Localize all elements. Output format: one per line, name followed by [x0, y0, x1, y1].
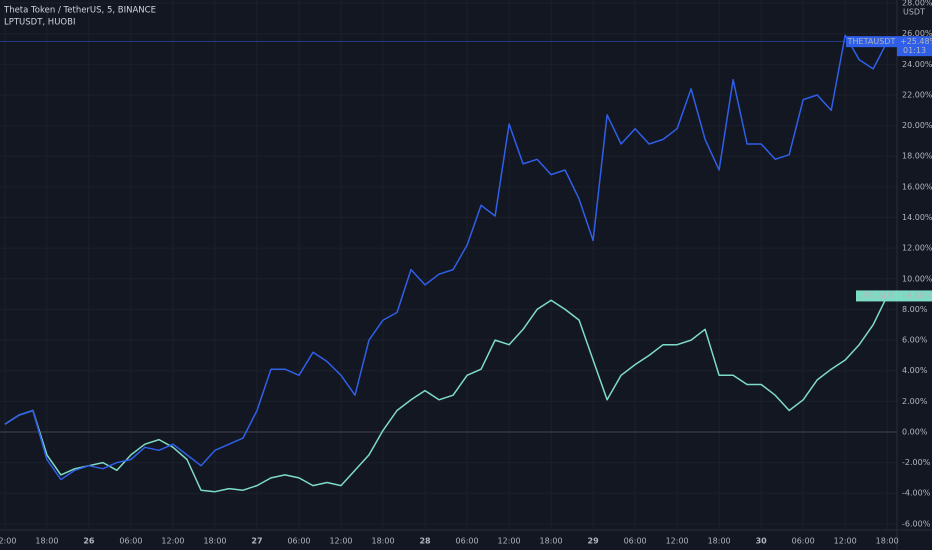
x-tick-label: 06:00: [456, 537, 479, 546]
y-tick-label: 0.00%: [902, 427, 928, 436]
y-tick-label: 18.00%: [902, 152, 932, 161]
series-line: [4, 34, 888, 481]
x-tick-label: 06:00: [119, 537, 142, 546]
y-tick-label: 4.00%: [902, 366, 928, 375]
x-tick-label: 12:00: [161, 537, 184, 546]
x-tick-label: 18:00: [203, 537, 226, 546]
y-tick-label: 24.00%: [902, 60, 932, 69]
x-tick-label: 30: [756, 537, 768, 546]
x-tick-label: 18:00: [35, 537, 58, 546]
y-tick-label: 20.00%: [902, 121, 932, 130]
x-tick-label: 06:00: [287, 537, 310, 546]
y-tick-label: 8.00%: [902, 305, 928, 314]
x-tick-label: 26: [83, 537, 95, 546]
series-tag-label: LPTUSDT: [858, 291, 894, 300]
x-tick-label: 12:00: [666, 537, 689, 546]
countdown-label: 01:13: [903, 46, 926, 55]
price-tag: [897, 36, 932, 57]
series-tag: [856, 290, 897, 302]
price-tag: [897, 290, 932, 302]
series-tag: [846, 36, 897, 48]
price-tag-label: +25.48%: [900, 37, 932, 46]
x-tick-label: 18:00: [371, 537, 394, 546]
x-tick-label: 12:00: [498, 537, 521, 546]
y-tick-label: -4.00%: [902, 489, 931, 498]
y-tick-label: -2.00%: [902, 458, 931, 467]
legend-entry: LPTUSDT, HUOBI: [4, 18, 75, 28]
x-tick-label: 28: [419, 537, 431, 546]
y-tick-label: 22.00%: [902, 90, 932, 99]
price-tag-label: +8.88%: [900, 291, 932, 300]
y-tick-label: 2.00%: [902, 397, 928, 406]
x-tick-label: 12:00: [834, 537, 857, 546]
x-tick-label: 27: [251, 537, 262, 546]
x-tick-label: 18:00: [708, 537, 731, 546]
x-tick-label: 18:00: [540, 537, 563, 546]
legend-entry: Theta Token / TetherUS, 5, BINANCE: [3, 6, 156, 16]
series-tag-label: THETAUSDT: [847, 37, 896, 46]
x-tick-label: 12:00: [0, 537, 16, 546]
x-tick-label: 06:00: [624, 537, 647, 546]
y-tick-label: 16.00%: [902, 182, 932, 191]
y-tick-label: -6.00%: [902, 519, 931, 528]
x-tick-label: 29: [588, 537, 600, 546]
y-tick-label: 14.00%: [902, 213, 932, 222]
y-tick-label: 26.00%: [902, 29, 932, 38]
x-tick-label: 18:00: [876, 537, 899, 546]
axis-unit: USDT: [903, 8, 925, 17]
y-tick-label: 6.00%: [902, 336, 928, 345]
y-tick-label: 28.00%: [902, 0, 932, 8]
x-tick-label: 12:00: [329, 537, 352, 546]
y-tick-label: 10.00%: [902, 274, 932, 283]
x-tick-label: 06:00: [792, 537, 815, 546]
y-tick-label: 12.00%: [902, 244, 932, 253]
series-line: [4, 295, 888, 493]
